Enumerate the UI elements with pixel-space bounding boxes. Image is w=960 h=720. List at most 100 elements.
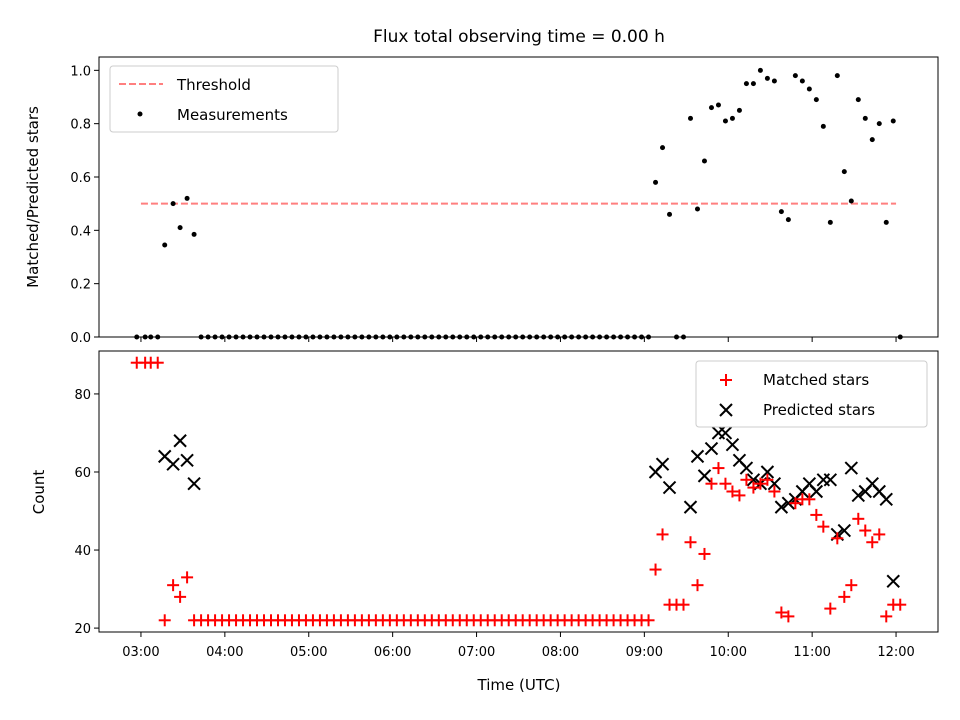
measurement-point: [177, 225, 183, 231]
measurement-point: [736, 107, 742, 113]
measurement-point: [806, 86, 812, 92]
measurement-point: [862, 115, 868, 121]
ratio-y-tick-label: 1.0: [70, 64, 91, 79]
matched-stars-point: [789, 497, 802, 510]
count-x-tick-label: 12:00: [877, 645, 914, 660]
matched-legend-swatch: [720, 374, 732, 386]
predicted-stars-point: [704, 441, 719, 456]
matched-stars-point: [775, 606, 788, 619]
matched-stars-point: [768, 485, 781, 498]
predicted-stars-point: [187, 476, 201, 491]
predicted-stars-point: [851, 488, 866, 503]
predicted-stars-point: [739, 461, 754, 475]
measurement-point: [820, 123, 826, 129]
measurement-point: [785, 217, 791, 223]
predicted-stars-point: [879, 492, 893, 507]
matched-stars-point: [817, 520, 830, 533]
ratio-y-tick-label: 0.8: [70, 118, 91, 133]
measurement-point: [757, 67, 763, 73]
matched-stars-point: [894, 598, 907, 611]
matched-stars-point: [740, 473, 753, 486]
predicted-stars-point: [655, 457, 670, 471]
ratio-y-axis: 0.0 0.2 0.4 0.6 0.8 1.0: [70, 64, 99, 346]
predicted-stars-point: [809, 484, 824, 499]
measurement-point: [184, 195, 190, 201]
measurement-point: [834, 73, 840, 79]
measurement-point: [855, 97, 861, 103]
count-y-tick-label: 40: [74, 544, 91, 559]
predicted-stars-point: [760, 465, 775, 479]
count-x-tick-label: 09:00: [626, 645, 663, 660]
predicted-stars-point: [886, 574, 900, 588]
count-x-tick-label: 10:00: [710, 645, 747, 660]
measurement-point: [667, 211, 673, 217]
matched-stars-point: [838, 590, 851, 603]
count-x-tick-label: 06:00: [374, 645, 411, 660]
ratio-y-tick-label: 0.0: [70, 331, 91, 346]
count-y-tick-label: 20: [74, 622, 91, 637]
ratio-y-tick-label: 0.4: [70, 224, 91, 239]
predicted-stars-point: [180, 453, 194, 467]
predicted-stars-point: [662, 480, 677, 495]
predicted-legend-label: Predicted stars: [763, 401, 875, 419]
count-x-label: Time (UTC): [477, 676, 561, 694]
measurement-point: [890, 118, 896, 124]
measurement-point: [876, 121, 882, 127]
predicted-stars-point: [725, 437, 740, 452]
measurement-point: [701, 158, 707, 164]
matched-stars-point: [167, 579, 180, 592]
measurement-point: [883, 219, 889, 225]
predicted-stars-point: [683, 500, 698, 514]
predicted-stars-point: [718, 426, 733, 440]
measurement-point: [729, 115, 735, 121]
ratio-plot-frame: [98, 56, 939, 338]
ratio-y-label: Matched/Predicted stars: [24, 106, 42, 288]
measurement-point: [778, 209, 784, 215]
matched-stars-point: [733, 489, 746, 502]
measurement-point: [170, 201, 176, 207]
matched-stars-point: [656, 528, 669, 541]
matched-stars-point: [859, 524, 872, 537]
count-x-tick-label: 04:00: [206, 645, 243, 660]
count-legend: Matched stars Predicted stars: [695, 360, 928, 428]
measurement-point: [869, 137, 875, 143]
ratio-panel: 0.0 0.2 0.4 0.6 0.8 1.0 Matched/Predicted sta…: [24, 56, 939, 346]
threshold-legend-label: Threshold: [176, 76, 251, 94]
matched-stars-point: [684, 536, 697, 549]
matched-stars-point: [719, 477, 732, 490]
predicted-stars-point: [823, 473, 838, 487]
count-y-tick-label: 60: [74, 466, 91, 481]
predicted-stars-point: [837, 523, 852, 538]
matched-stars-point: [880, 610, 893, 623]
count-y-axis: 20 40 60 80: [74, 388, 99, 637]
measurement-point: [750, 81, 756, 87]
predicted-stars-point: [166, 457, 180, 471]
measurement-point: [191, 231, 197, 237]
measurement-point: [743, 81, 749, 87]
count-x-tick-label: 11:00: [793, 645, 830, 660]
measurement-point: [771, 78, 777, 84]
matched-stars-point: [810, 508, 823, 521]
ratio-marks: [134, 67, 903, 340]
matched-stars-point: [803, 493, 816, 506]
measurement-point: [827, 219, 833, 225]
ratio-y-tick-label: 0.2: [70, 278, 91, 293]
count-marks: [130, 356, 907, 627]
count-x-tick-label: 08:00: [542, 645, 579, 660]
measurement-point: [687, 115, 693, 121]
matched-stars-point: [649, 563, 662, 576]
count-legend-box: [695, 360, 928, 428]
count-x-tick-label: 03:00: [122, 645, 159, 660]
ratio-legend: Threshold Measurements: [109, 65, 339, 133]
matched-stars-point: [747, 481, 760, 494]
measurement-point: [841, 169, 847, 175]
count-x-axis: 03:00 04:00 05:00 06:00 07:00 08:00 09:00 10:00…: [122, 632, 915, 660]
matched-stars-point: [691, 579, 704, 592]
measurement-point: [708, 105, 714, 111]
measurements-legend-swatch: [137, 111, 143, 117]
matched-legend-label: Matched stars: [763, 371, 869, 389]
ratio-legend-box: [109, 65, 339, 133]
matched-stars-point: [698, 547, 711, 560]
count-x-tick-label: 05:00: [290, 645, 327, 660]
